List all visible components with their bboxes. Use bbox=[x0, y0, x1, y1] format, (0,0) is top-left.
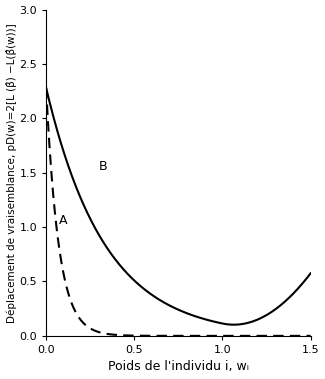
Text: A: A bbox=[58, 214, 67, 227]
Text: B: B bbox=[99, 160, 108, 173]
Y-axis label: Déplacement de vraisemblance, pD(w)=2[L (β̂) −L(β̂(w))]: Déplacement de vraisemblance, pD(w)=2[L … bbox=[6, 23, 17, 323]
X-axis label: Poids de l'individu i, wᵢ: Poids de l'individu i, wᵢ bbox=[108, 360, 249, 373]
